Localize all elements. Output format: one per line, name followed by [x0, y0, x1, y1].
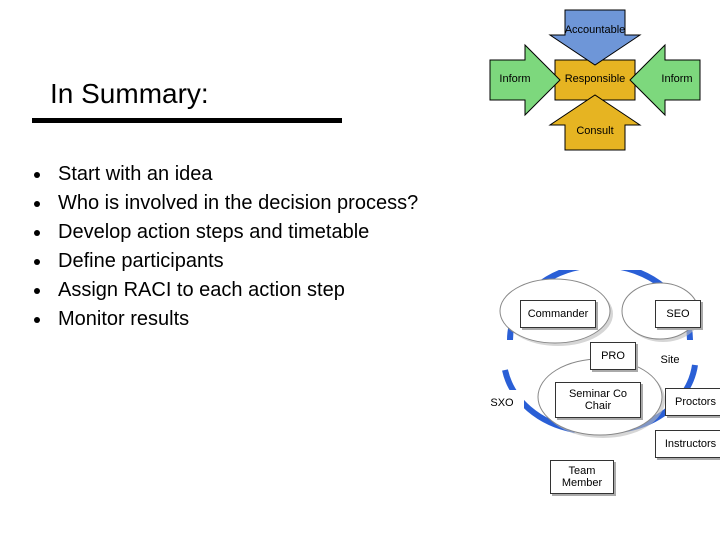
- role-pro: PRO: [590, 342, 636, 370]
- raci-diagram: Accountable Inform Responsible Inform Co…: [470, 0, 720, 180]
- list-item: Who is involved in the decision process?: [52, 189, 418, 218]
- raci-bottom-arrow: [550, 95, 640, 150]
- slide-title: In Summary:: [50, 78, 209, 110]
- role-sxo: SXO: [480, 390, 524, 416]
- raci-top-arrow: [550, 10, 640, 65]
- role-commander: Commander: [520, 300, 596, 328]
- raci-right-arrow: [630, 45, 700, 115]
- role-seo: SEO: [655, 300, 701, 328]
- list-item: Assign RACI to each action step: [52, 276, 418, 305]
- raci-svg: [470, 0, 720, 190]
- list-item: Start with an idea: [52, 160, 418, 189]
- role-team: Team Member: [550, 460, 614, 494]
- role-site: Site: [650, 348, 690, 372]
- title-underline: [32, 118, 342, 123]
- raci-left-arrow: [490, 45, 560, 115]
- org-diagram: Commander SEO PRO Site SXO Seminar Co Ch…: [480, 270, 720, 540]
- role-instructors: Instructors: [655, 430, 720, 458]
- list-item: Develop action steps and timetable: [52, 218, 418, 247]
- role-proctors: Proctors: [665, 388, 720, 416]
- bullet-list: Start with an idea Who is involved in th…: [24, 160, 418, 334]
- slide: In Summary: Start with an idea Who is in…: [0, 0, 720, 540]
- list-item: Monitor results: [52, 305, 418, 334]
- list-item: Define participants: [52, 247, 418, 276]
- raci-center-rect: [555, 60, 635, 100]
- role-cochair: Seminar Co Chair: [555, 382, 641, 418]
